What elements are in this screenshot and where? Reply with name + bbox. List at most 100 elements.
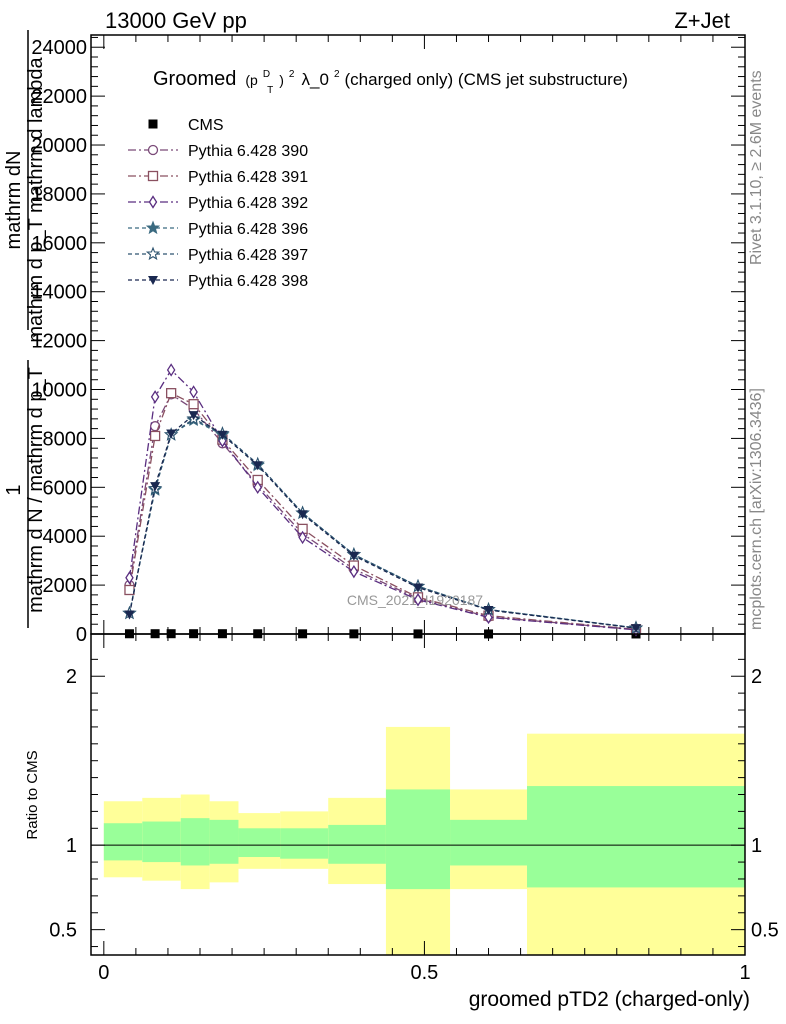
data-point: [252, 461, 263, 471]
main-y-tick-label: 2000: [43, 575, 88, 597]
legend-marker: [145, 220, 161, 235]
data-point: [413, 593, 423, 607]
ratio-panel: 0 0.5 10.5 0.51 12 2 Ratio to CMS groomed pTD…: [24, 633, 779, 1011]
main-y-tick-label: 4000: [43, 526, 88, 548]
data-point: [631, 624, 641, 634]
main-y-tick-label: 24000: [31, 37, 87, 59]
legend-marker: [147, 170, 159, 182]
y-label-prefactor-den: mathrm d N / mathrm d p_T: [25, 367, 47, 613]
ratio-y-tick-label: 2: [66, 666, 77, 688]
x-axis-label: groomed pTD2 (charged-only): [469, 988, 750, 1011]
data-point: [150, 390, 160, 404]
title-close: ): [279, 72, 284, 88]
main-y-tick-label: 16000: [31, 233, 87, 255]
ratio-y-tick-label-right: 2: [751, 666, 762, 688]
ratio-inner-band-7: [385, 789, 451, 890]
x-tick-label: 0: [98, 962, 109, 984]
data-point: [166, 363, 176, 377]
series-6: [124, 411, 641, 634]
ratio-y-tick-label-right: 0.5: [751, 920, 779, 942]
ratio-bands: [91, 726, 745, 955]
data-point: [124, 584, 135, 596]
main-y-tick-label: 20000: [31, 135, 87, 157]
y-axis-label: 1 mathrm d N / mathrm d p_T mathrm dN ma…: [3, 30, 47, 628]
legend-entry: Pythia 6.428 396: [188, 221, 308, 238]
series-line-3: [128, 368, 637, 631]
ratio-inner-band-1: [142, 821, 181, 863]
ratio-y-tick-label: 1: [66, 835, 77, 857]
title-suffix: (charged only) (CMS jet substructure): [345, 70, 628, 89]
ratio-inner-band-2: [180, 818, 210, 866]
chart-title: Groomed (p D T ) 2 λ_0 2 (charged only) …: [153, 61, 628, 97]
data-point: [349, 564, 359, 579]
main-y-tick-label: 12000: [31, 331, 87, 353]
x-tick-label: 0.5: [411, 962, 439, 984]
main-y-tick-label: 0: [76, 624, 87, 646]
data-point: [217, 430, 228, 440]
title-sup-d: D: [263, 69, 270, 80]
main-y-tick-label: 14000: [31, 282, 87, 304]
legend-entry: CMS: [188, 117, 224, 134]
y-label-denominator: mathrm d p_T mathrm d lambda: [25, 56, 47, 342]
legend: CMS Pythia 6.428 390 Pythia 6.428 391 Pythi…: [128, 117, 308, 290]
legend-marker: [148, 276, 158, 285]
data-point: [253, 480, 262, 495]
ratio-y-label: Ratio to CMS: [24, 750, 41, 839]
main-axes: 0 2000 4000 6000 8000 10000 12000 14000 16000 180…: [31, 34, 746, 646]
ratio-inner-band-6: [328, 824, 386, 864]
ratio-inner-band-4: [238, 828, 281, 858]
data-point: [124, 610, 135, 620]
header-right-label: Z+Jet: [674, 8, 730, 33]
legend-marker: [148, 119, 158, 129]
ratio-y-tick-label-right: 1: [751, 835, 762, 857]
data-point: [188, 399, 199, 410]
data-point: [483, 606, 494, 616]
title-lambda: λ_0: [302, 70, 329, 89]
ratio-inner-band-5: [280, 828, 329, 859]
main-y-tick-label: 6000: [43, 477, 88, 499]
data-point: [150, 482, 161, 492]
title-prefix: Groomed: [153, 68, 236, 90]
title-sub-t: T: [267, 85, 273, 96]
legend-entry: Pythia 6.428 390: [188, 143, 308, 160]
data-point: [297, 510, 308, 520]
main-panel: Groomed (p D T ) 2 λ_0 2 (charged only) …: [3, 30, 746, 646]
ratio-inner-band-8: [450, 819, 527, 866]
data-point: [189, 385, 198, 399]
legend-entry: Pythia 6.428 398: [188, 273, 308, 290]
data-point: [348, 551, 359, 561]
data-point: [413, 583, 423, 593]
watermark-label: CMS_2021_I1920187: [347, 592, 483, 608]
main-y-tick-label: 10000: [31, 380, 87, 402]
ratio-inner-band-9: [527, 786, 745, 888]
main-y-tick-label: 18000: [31, 184, 87, 206]
ratio-inner-band-3: [209, 819, 239, 864]
ratio-axes: 0 0.5 10.5 0.51 12 2: [49, 633, 779, 984]
data-point: [484, 610, 493, 625]
legend-entry: Pythia 6.428 397: [188, 247, 308, 264]
header-left-label: 13000 GeV pp: [105, 8, 247, 33]
data-point: [125, 571, 134, 585]
legend-marker: [148, 195, 158, 209]
data-point: [149, 430, 161, 442]
ratio-y-tick-label: 0.5: [49, 920, 77, 942]
mcplots-label: mcplots.cern.ch [arXiv:1306.3436]: [748, 388, 765, 630]
legend-entry: Pythia 6.428 391: [188, 169, 308, 186]
data-point: [298, 530, 307, 545]
data-point: [166, 429, 177, 439]
title-sup-2: 2: [289, 69, 295, 80]
title-sup-2b: 2: [334, 69, 340, 80]
rivet-version-label: Rivet 3.1.10, ≥ 2.6M events: [748, 70, 765, 265]
main-y-tick-label: 8000: [43, 428, 88, 450]
y-label-prefactor-num: 1: [3, 484, 25, 495]
legend-marker: [147, 144, 159, 156]
title-math-p: (p: [245, 72, 258, 88]
main-y-tick-label: 22000: [31, 86, 87, 108]
x-tick-label: 1: [739, 962, 750, 984]
legend-entry: Pythia 6.428 392: [188, 195, 308, 212]
data-point: [165, 388, 177, 399]
data-point: [188, 411, 199, 421]
y-label-numerator: mathrm dN: [3, 151, 25, 250]
ratio-inner-band-0: [103, 823, 143, 861]
